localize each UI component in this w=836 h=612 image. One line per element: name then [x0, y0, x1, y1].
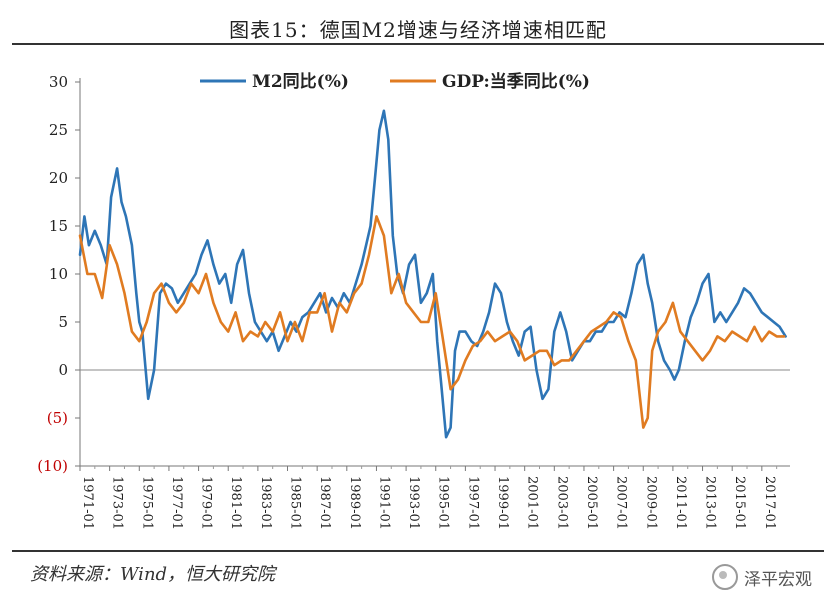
- y-tick-label: 30: [49, 73, 68, 91]
- x-tick-label: 1993-01: [406, 476, 421, 530]
- x-tick-label: 1991-01: [376, 476, 391, 530]
- title-rule: [12, 43, 824, 45]
- x-tick-label: 2007-01: [614, 476, 629, 530]
- x-tick-label: 2009-01: [643, 476, 658, 530]
- watermark-text: 泽平宏观: [744, 569, 812, 590]
- x-tick-label: 2013-01: [703, 476, 718, 530]
- x-tick-label: 2015-01: [732, 476, 747, 530]
- x-tick-label: 2017-01: [762, 476, 777, 530]
- series-line-gdp: [78, 215, 786, 429]
- x-tick-label: 1995-01: [436, 476, 451, 530]
- y-tick-label: 10: [49, 265, 68, 283]
- x-tick-label: 1977-01: [169, 476, 184, 530]
- legend-item-gdp-label: GDP:当季同比(%): [442, 71, 590, 92]
- series-line-m2: [78, 109, 787, 439]
- x-tick-label: 1983-01: [258, 476, 273, 530]
- line-chart: 30 25 20 15 10 5 0 (5) (10) 1971-01 1973-01 1975-01…: [37, 71, 790, 530]
- y-tick-label: 20: [49, 169, 68, 187]
- x-tick-label: 1989-01: [347, 476, 362, 530]
- footer-rule: [12, 550, 824, 552]
- x-tick-label: 2003-01: [554, 476, 569, 530]
- y-tick-label: 25: [49, 121, 68, 139]
- x-tick-label: 1985-01: [288, 476, 303, 530]
- source-note: 资料来源：Wind，恒大研究院: [30, 564, 276, 585]
- x-tick-label: 1971-01: [80, 476, 95, 530]
- watermark: 泽平宏观: [712, 564, 812, 590]
- x-tick-label: 2005-01: [584, 476, 599, 530]
- x-tick-label: 1997-01: [465, 476, 480, 530]
- legend-item-m2-label: M2同比(%): [252, 71, 349, 92]
- y-tick-label: 15: [49, 217, 68, 235]
- chart-title: 图表15：德国M2增速与经济增速相匹配: [229, 18, 607, 42]
- x-tick-label: 1981-01: [228, 476, 243, 530]
- x-tick-label: 1987-01: [317, 476, 332, 530]
- x-tick-label: 2001-01: [525, 476, 540, 530]
- x-tick-label: 2011-01: [673, 476, 688, 530]
- x-tick-label: 1973-01: [110, 476, 125, 530]
- y-tick-label: 0: [58, 361, 68, 379]
- wechat-logo-icon: [712, 564, 738, 590]
- y-tick-label: (10): [37, 457, 68, 475]
- x-tick-label: 1979-01: [199, 476, 214, 530]
- y-tick-label: (5): [47, 409, 68, 427]
- y-tick-label: 5: [58, 313, 68, 331]
- x-tick-label: 1999-01: [495, 476, 510, 530]
- x-tick-label: 1975-01: [139, 476, 154, 530]
